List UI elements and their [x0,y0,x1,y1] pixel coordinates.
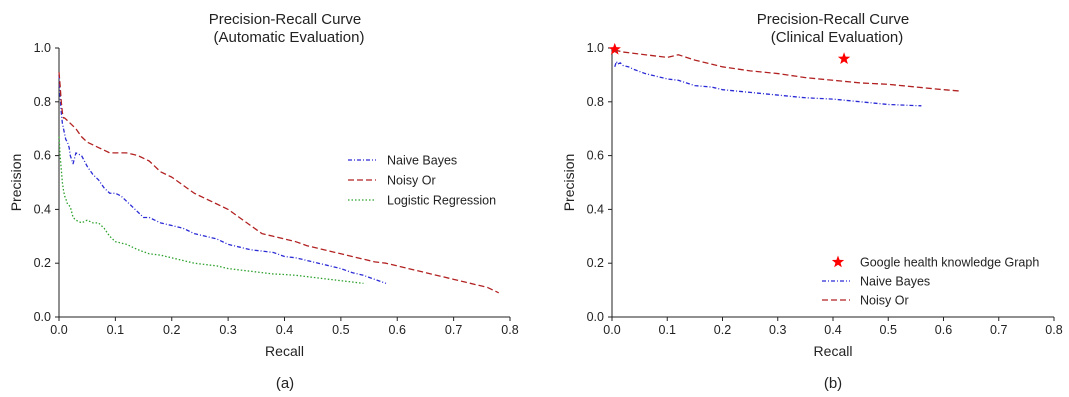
series-google-health-knowledge-graph-point [837,52,851,65]
x-tick-label: 0.2 [163,323,180,337]
chart-subtitle: (Clinical Evaluation) [771,29,904,46]
x-tick-label: 0.4 [824,323,841,337]
x-axis-label: Recall [814,343,853,359]
chart-subtitle: (Automatic Evaluation) [214,29,365,46]
x-tick-label: 0.8 [1045,323,1062,337]
y-tick-label: 0.8 [34,95,51,109]
y-tick-label: 0.4 [587,202,604,216]
y-tick-label: 0.0 [587,310,604,324]
x-tick-label: 0.2 [714,323,731,337]
chart-panel-1: Precision-Recall Curve(Clinical Evaluati… [561,11,1063,392]
series-noisy-or-line [58,72,500,294]
chart-title: Precision-Recall Curve [757,11,910,28]
x-tick-label: 0.0 [50,323,67,337]
panel-caption: (b) [824,375,842,392]
x-tick-label: 0.6 [389,323,406,337]
legend-naive-bayes-label: Naive Bayes [387,154,457,168]
series-naive-bayes-line [614,60,922,107]
y-tick-label: 0.6 [34,149,51,163]
y-tick-label: 0.4 [34,202,51,216]
x-tick-label: 0.3 [769,323,786,337]
legend-google-health-knowledge-graph-label: Google health knowledge Graph [860,256,1039,270]
y-tick-label: 1.0 [587,41,604,55]
legend-noisy-or-label: Noisy Or [387,174,436,188]
panel-caption: (a) [276,375,294,392]
y-tick-label: 0.6 [587,149,604,163]
x-tick-label: 0.0 [603,323,620,337]
x-tick-label: 0.3 [219,323,236,337]
x-tick-label: 0.1 [659,323,676,337]
x-tick-label: 0.4 [276,323,293,337]
x-tick-label: 0.6 [935,323,952,337]
y-axis-label: Precision [8,154,24,212]
x-tick-label: 0.5 [332,323,349,337]
series-noisy-or-line [614,50,961,92]
x-tick-label: 0.1 [107,323,124,337]
legend-noisy-or-label: Noisy Or [860,294,909,308]
y-tick-label: 0.8 [587,95,604,109]
x-tick-label: 0.8 [501,323,518,337]
y-tick-label: 1.0 [34,41,51,55]
x-tick-label: 0.7 [990,323,1007,337]
chart-panel-0: Precision-Recall Curve(Automatic Evaluat… [8,11,519,392]
x-axis-label: Recall [265,343,304,359]
series-google-health-knowledge-graph-point [608,42,621,55]
y-tick-label: 0.2 [587,256,604,270]
y-axis-label: Precision [561,154,577,212]
series-naive-bayes-line [58,74,387,284]
series-logistic-regression-line [58,136,364,285]
chart-title: Precision-Recall Curve [209,11,362,28]
legend-naive-bayes-label: Naive Bayes [860,275,930,289]
y-tick-label: 0.0 [34,310,51,324]
y-tick-label: 0.2 [34,256,51,270]
x-tick-label: 0.5 [880,323,897,337]
legend-google-health-knowledge-graph-marker [831,255,845,268]
legend-logistic-regression-label: Logistic Regression [387,194,496,208]
x-tick-label: 0.7 [445,323,462,337]
